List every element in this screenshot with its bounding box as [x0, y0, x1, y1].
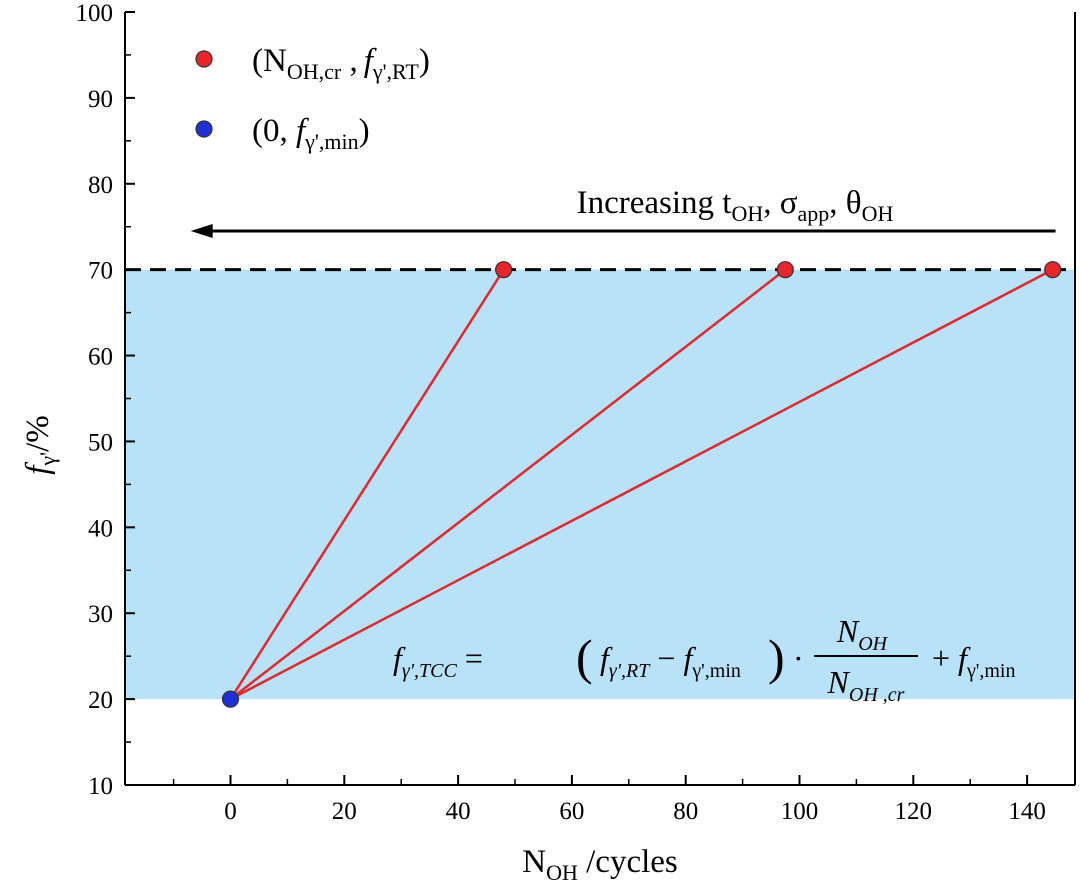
x-tick-label-140: 140 — [1008, 798, 1046, 825]
legend-label-red: (NOH,cr , fγ',RT) — [252, 43, 430, 84]
x-axis-title: NOH /cycles — [522, 844, 678, 885]
x-tick-label-120: 120 — [895, 798, 933, 825]
legend-label-blue: (0, fγ',min) — [252, 113, 370, 154]
y-tick-label-100: 100 — [76, 0, 114, 27]
legend-marker-blue — [195, 120, 213, 138]
series-line-3 — [229, 268, 1054, 701]
y-tick-label-70: 70 — [88, 258, 113, 285]
x-tick-label-40: 40 — [446, 798, 471, 825]
tcc-equation: fγ',TCC = ( fγ',RT − fγ',min ) · NOH NOH ,c… — [393, 613, 1016, 706]
equation-dot: · — [793, 640, 804, 676]
y-tick-label-10: 10 — [88, 773, 113, 800]
equation-paren-content: fγ',RT − fγ',min — [600, 640, 741, 682]
series-line-2 — [229, 268, 787, 701]
series-layer — [229, 268, 1054, 701]
y-tick-label-90: 90 — [88, 86, 113, 113]
y-tick-label-50: 50 — [88, 429, 113, 456]
trend-annotation: Increasing tOH, σapp, θOH — [190, 185, 1056, 239]
equation-denominator: NOH ,cr — [827, 664, 905, 706]
y-tick-label-60: 60 — [88, 344, 113, 371]
y-axis-title: fγ'/% — [20, 415, 60, 475]
equation-numerator: NOH — [836, 613, 889, 655]
legend: (NOH,cr , fγ',RT) (0, fγ',min) — [195, 43, 430, 154]
equation-right-paren: ) — [768, 629, 785, 685]
data-point-red-3 — [1044, 261, 1062, 279]
data-point-red-1 — [495, 261, 513, 279]
y-tick-label-80: 80 — [88, 172, 113, 199]
x-tick-label-20: 20 — [332, 798, 357, 825]
x-tick-label-100: 100 — [781, 798, 819, 825]
trend-annotation-text: Increasing tOH, σapp, θOH — [577, 185, 894, 226]
y-tick-label-40: 40 — [88, 515, 113, 542]
x-tick-label-80: 80 — [673, 798, 698, 825]
axes: 10 20 30 40 50 60 70 80 90 100 0 20 40 60 80 100 120 140 — [76, 0, 1076, 825]
data-point-blue — [221, 690, 240, 708]
y-tick-label-20: 20 — [88, 687, 113, 714]
point-layer — [221, 261, 1062, 708]
trend-arrow-head — [190, 224, 213, 239]
x-tick-label-0: 0 — [224, 798, 237, 825]
shaded-band-layer — [125, 269, 1075, 700]
y-tick-label-30: 30 — [88, 601, 113, 628]
legend-marker-red — [195, 50, 213, 68]
series-line-1 — [229, 268, 505, 700]
data-point-red-2 — [776, 261, 794, 279]
shaded-region — [125, 269, 1075, 700]
x-tick-label-60: 60 — [559, 798, 584, 825]
equation-left-paren: ( — [576, 629, 593, 685]
